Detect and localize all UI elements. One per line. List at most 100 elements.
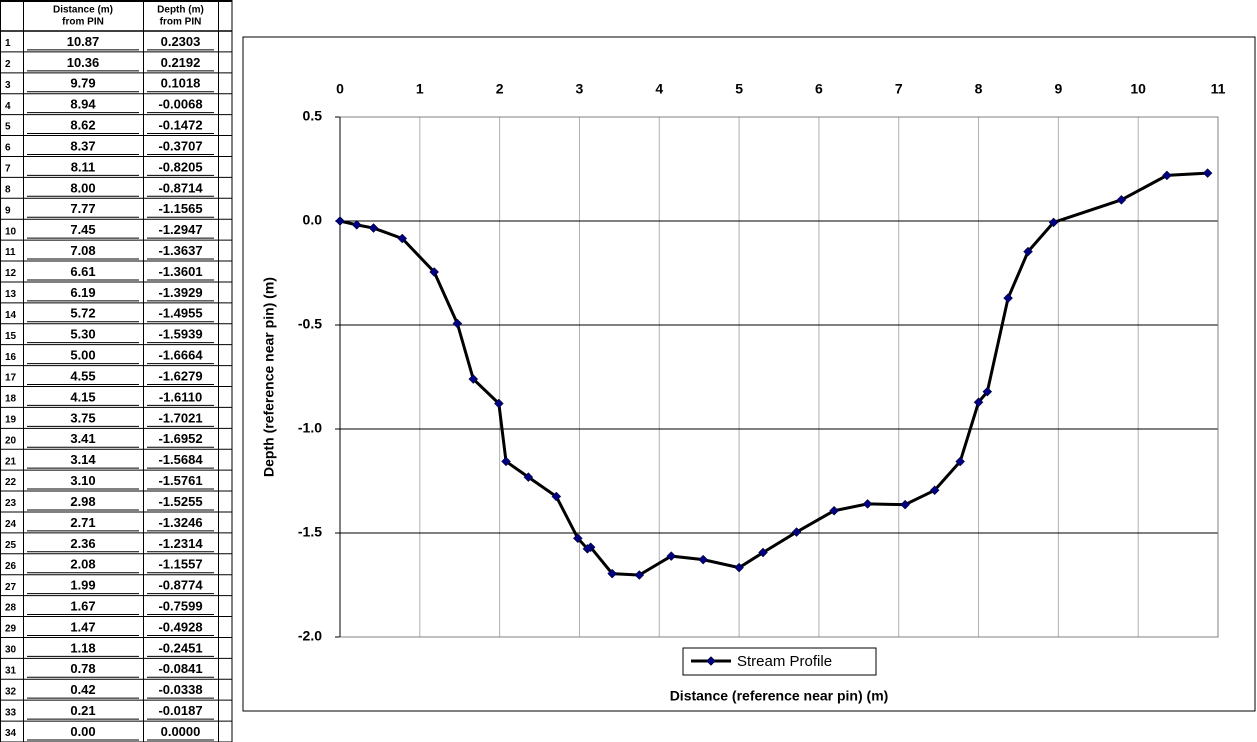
- data-point: [791, 527, 802, 537]
- row-number: 12: [5, 268, 17, 279]
- data-point: [573, 533, 583, 544]
- table-cell: 2.36: [70, 536, 95, 551]
- table-cell: 8.00: [70, 180, 95, 195]
- table-cell: -1.3246: [158, 515, 202, 530]
- legend-marker: [706, 656, 716, 666]
- table-cell: -1.5684: [158, 452, 203, 467]
- row-number: 5: [5, 122, 11, 133]
- table-cell: -0.8774: [158, 578, 203, 593]
- table-cell: 9.79: [70, 76, 95, 91]
- data-point: [551, 491, 562, 502]
- table-cell: 7.45: [70, 222, 95, 237]
- y-tick-label: -1.0: [298, 420, 322, 436]
- data-point: [1202, 168, 1213, 178]
- table-cell: -1.5255: [158, 494, 202, 509]
- data-point: [982, 386, 993, 397]
- row-number: 9: [5, 205, 11, 216]
- table-cell: 7.77: [70, 201, 95, 216]
- row-number: 4: [5, 101, 11, 112]
- data-point: [429, 267, 440, 277]
- table-cell: 0.1018: [161, 76, 201, 91]
- table-cell: 0.42: [70, 682, 95, 697]
- data-point: [1116, 194, 1127, 205]
- table-cell: 4.55: [70, 368, 95, 383]
- row-number: 20: [5, 435, 17, 446]
- row-number: 11: [5, 247, 16, 258]
- table-cell: -1.3601: [158, 264, 202, 279]
- table-cell: -0.0338: [158, 682, 202, 697]
- table-cell: 3.75: [70, 410, 95, 425]
- table-cell: -1.3637: [158, 243, 202, 258]
- column-header: Depth (m): [157, 5, 204, 16]
- row-number: 6: [5, 143, 11, 154]
- data-point: [829, 505, 839, 516]
- table-cell: -1.5761: [158, 473, 202, 488]
- table-cell: 4.15: [70, 389, 95, 404]
- x-tick-label: 10: [1130, 81, 1146, 97]
- row-number: 16: [5, 352, 17, 363]
- row-number: 1: [5, 38, 11, 49]
- x-tick-label: 7: [895, 81, 903, 97]
- data-point: [351, 220, 362, 230]
- table-cell: 0.21: [70, 703, 95, 718]
- table-cell: 6.61: [70, 264, 95, 279]
- table-cell: 5.00: [70, 348, 95, 363]
- table-cell: 3.14: [70, 452, 96, 467]
- x-tick-label: 5: [735, 81, 743, 97]
- table-cell: 3.41: [70, 431, 95, 446]
- row-number: 25: [5, 540, 17, 551]
- table-cell: 0.00: [70, 724, 95, 739]
- row-number: 7: [5, 164, 11, 175]
- table-cell: -1.6110: [159, 389, 202, 404]
- table-cell: 6.19: [70, 285, 95, 300]
- x-tick-label: 9: [1054, 81, 1062, 97]
- table-cell: -1.1565: [158, 201, 202, 216]
- row-number: 17: [5, 373, 17, 384]
- row-number: 26: [5, 561, 17, 572]
- table-cell: 1.47: [70, 619, 95, 634]
- table-cell: 0.2303: [161, 34, 201, 49]
- y-tick-label: 0.5: [303, 108, 323, 124]
- row-number: 3: [5, 80, 11, 91]
- row-number: 23: [5, 498, 17, 509]
- table-cell: -1.6279: [158, 368, 202, 383]
- data-point: [523, 472, 534, 482]
- row-number: 32: [5, 686, 17, 697]
- data-point: [1003, 293, 1013, 303]
- table-cell: -0.7599: [158, 599, 202, 614]
- data-point: [397, 233, 408, 244]
- row-number: 19: [5, 415, 17, 426]
- table-cell: 10.36: [67, 55, 100, 70]
- data-point: [1048, 217, 1059, 228]
- table-cell: 8.62: [70, 118, 95, 133]
- row-number: 31: [5, 665, 17, 676]
- data-point: [666, 551, 677, 561]
- data-point: [634, 570, 645, 580]
- table-cell: -1.6664: [158, 348, 203, 363]
- table-cell: -0.8205: [158, 159, 202, 174]
- y-tick-label: -1.5: [298, 524, 322, 540]
- column-header: Distance (m): [53, 5, 113, 16]
- x-tick-label: 11: [1211, 81, 1226, 97]
- row-number: 34: [5, 728, 17, 739]
- row-number: 14: [5, 310, 17, 321]
- row-number: 15: [5, 331, 17, 342]
- table-cell: 0.0000: [161, 724, 201, 739]
- row-number: 22: [5, 477, 17, 488]
- table-cell: -1.3929: [158, 285, 202, 300]
- x-axis-title: Distance (reference near pin) (m): [670, 688, 889, 704]
- row-number: 10: [5, 226, 17, 237]
- row-number: 18: [5, 394, 17, 405]
- data-point: [955, 456, 966, 467]
- data-point: [1023, 246, 1033, 257]
- data-point: [758, 547, 768, 558]
- data-point: [335, 216, 345, 226]
- row-number: 21: [5, 456, 17, 467]
- data-point: [468, 374, 479, 384]
- table-cell: 8.37: [70, 138, 95, 153]
- data-point: [734, 562, 744, 573]
- table-cell: -1.4955: [158, 306, 202, 321]
- row-number: 33: [5, 707, 17, 718]
- data-point: [900, 499, 910, 510]
- table-cell: -1.2947: [158, 222, 202, 237]
